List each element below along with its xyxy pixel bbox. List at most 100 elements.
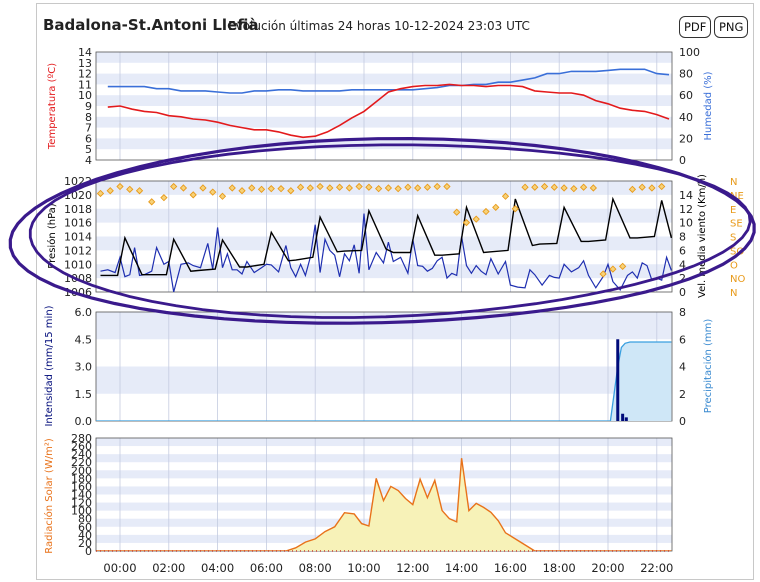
wind-direction-point (116, 182, 124, 191)
y-tick-label: 0.0 (75, 415, 93, 428)
y-tick-label: 1014 (64, 231, 92, 244)
humidity-axis-label: Humedad (%) (703, 71, 714, 140)
y-tick-label: 1018 (64, 203, 92, 216)
y-tick-label: 13 (78, 57, 92, 70)
wind-direction-label: NE (730, 191, 744, 202)
y2-tick-label: 0 (679, 154, 686, 167)
wind-direction-point (148, 198, 156, 206)
pressure-axis-label: Presión (hPa) (46, 203, 58, 268)
wind-direction-point (267, 184, 275, 193)
wind-direction-point (277, 184, 285, 193)
y-tick-label: 5 (85, 143, 92, 156)
wind-direction-point (106, 187, 114, 195)
pressure-line (100, 196, 672, 277)
wind-direction-point (287, 187, 295, 195)
wind-direction-point (306, 184, 314, 192)
wind-direction-point (335, 183, 344, 191)
y-tick-label: 12 (78, 68, 92, 81)
wind-direction-point (589, 184, 597, 192)
plot-area (95, 51, 673, 161)
wind-direction-point (126, 185, 134, 193)
y-tick-label: 1012 (64, 244, 92, 257)
precipitation-line (96, 341, 672, 421)
x-tick-label: 02:00 (152, 561, 185, 575)
y2-tick-label: 4 (679, 258, 686, 271)
wind-speed-axis-label: Vel. media viento (Km/h) (697, 174, 708, 298)
wind-direction-point (511, 205, 519, 213)
y-tick-label: 40 (78, 529, 92, 542)
y2-tick-label: 8 (679, 306, 686, 319)
wind-direction-point (658, 182, 666, 191)
y-tick-label: 200 (71, 464, 92, 477)
y-tick-label: 100 (71, 505, 92, 518)
y-tick-label: 7 (85, 122, 92, 135)
png-button[interactable]: PNG (714, 16, 749, 38)
y2-tick-label: 40 (679, 111, 693, 124)
x-tick-label: 04:00 (201, 561, 234, 575)
y2-tick-label: 2 (679, 388, 686, 401)
wind-direction-point (179, 184, 188, 192)
wind-direction-label: E (730, 205, 736, 216)
grid-band (96, 454, 672, 463)
wind-direction-point (423, 183, 432, 191)
grid-band (96, 52, 672, 63)
grid-band (96, 208, 672, 223)
x-tick-label: 08:00 (299, 561, 332, 575)
x-tick-label: 18:00 (543, 561, 576, 575)
wind-direction-label: NO (730, 274, 745, 285)
temperature-axis-label: Temperatura (ºC) (47, 63, 58, 150)
wind-direction-point (521, 183, 529, 191)
station-title: Badalona-St.Antoni Llefià (43, 16, 259, 34)
wind-direction-point (296, 183, 305, 191)
wind-direction-point (414, 184, 422, 192)
wind-direction-point (238, 187, 246, 195)
wind-direction-point (345, 184, 353, 192)
y-tick-label: 180 (71, 472, 92, 485)
wind-direction-point (404, 183, 412, 191)
wind-direction-point (482, 207, 490, 216)
y-tick-label: 4.5 (75, 333, 93, 346)
y-tick-label: 1016 (64, 217, 92, 230)
y2-tick-label: 0 (679, 286, 686, 299)
y-tick-label: 280 (71, 432, 92, 445)
wind-direction-point (472, 215, 480, 223)
y2-tick-label: 100 (679, 46, 700, 59)
wind-direction-point (189, 191, 197, 199)
wind-direction-point (365, 183, 373, 191)
wind-speed-line (100, 213, 672, 292)
y2-tick-label: 6 (679, 333, 686, 346)
x-tick-label: 22:00 (640, 561, 673, 575)
intensity-bar (616, 339, 620, 421)
wind-direction-point (619, 262, 627, 270)
wind-direction-point (170, 182, 178, 191)
humidity-line (107, 68, 670, 94)
y2-tick-label: 60 (679, 89, 693, 102)
wind-direction-point (579, 183, 588, 191)
y-tick-label: 160 (71, 480, 92, 493)
y2-tick-label: 2 (679, 272, 686, 285)
y2-tick-label: 12 (679, 203, 693, 216)
y2-tick-label: 6 (679, 244, 686, 257)
wind-direction-point (375, 184, 383, 193)
y-tick-label: 140 (71, 489, 92, 502)
intensity-axis-label: Intensidad (mm/15 min) (44, 305, 55, 426)
wind-direction-point (199, 184, 207, 192)
chart-subtitle: Evolución últimas 24 horas 10-12-2024 23… (228, 19, 530, 33)
y2-tick-label: 4 (679, 361, 686, 374)
intensity-bar (621, 413, 625, 421)
y-tick-label: 14 (78, 46, 92, 59)
temperature-line (107, 83, 670, 139)
y-tick-label: 11 (78, 78, 92, 91)
wind-direction-point (384, 184, 393, 192)
y-tick-label: 8 (85, 111, 92, 124)
wind-direction-point (257, 185, 266, 193)
grid-band (96, 116, 672, 128)
pdf-button[interactable]: PDF (679, 16, 712, 38)
x-tick-label: 12:00 (396, 561, 429, 575)
wind-direction-point (135, 187, 144, 195)
wind-direction-point (248, 184, 256, 192)
annotation-ellipse (8, 136, 756, 325)
wind-direction-point (453, 208, 461, 216)
grid-band (96, 438, 672, 447)
